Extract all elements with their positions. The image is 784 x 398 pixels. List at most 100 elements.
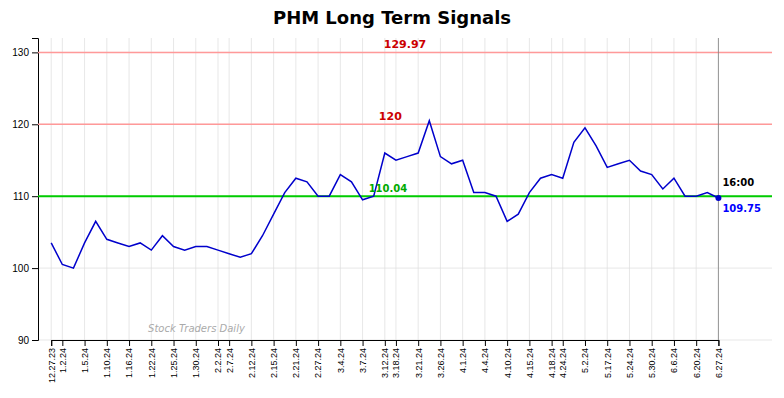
end-line: [718, 38, 719, 340]
x-tick-label: 2.15.24: [269, 348, 279, 378]
x-tick-mark: [718, 340, 719, 346]
x-tick-label: 4.4.24: [480, 348, 490, 373]
y-tick-mark: [32, 52, 38, 53]
x-tick-mark: [229, 340, 230, 346]
x-tick-label: 6.6.24: [669, 348, 679, 373]
reference-label: 129.97: [384, 38, 426, 51]
x-tick: 6.27.24: [714, 340, 724, 378]
reference-line: [38, 52, 772, 54]
x-tick-mark: [440, 340, 441, 346]
x-tick-label: 1.22.24: [147, 348, 157, 378]
title: PHM Long Term Signals: [273, 7, 511, 28]
grid-line: [673, 38, 674, 340]
grid-line: [629, 38, 630, 340]
x-tick-label: 5.17.24: [603, 348, 613, 378]
grid-line: [362, 38, 363, 340]
x-tick: 5.17.24: [603, 340, 613, 378]
x-tick-mark: [85, 340, 86, 346]
plot: 9010011012013012.27.231.2.241.5.241.10.2…: [12, 38, 772, 383]
x-tick: 1.2.24: [58, 340, 68, 373]
x-tick-mark: [318, 340, 319, 346]
grid-line: [173, 38, 174, 340]
x-tick: 1.25.24: [169, 340, 179, 378]
marks: [38, 38, 772, 340]
grid-line: [340, 38, 341, 340]
x-tick-label: 2.21.24: [291, 348, 301, 378]
x-tick-mark: [607, 340, 608, 346]
annotations: 129.97120110.0416:00109.75Stock Traders …: [148, 38, 761, 334]
y-tick-label: 110: [13, 191, 29, 202]
y-tick-mark: [32, 196, 38, 197]
x-tick-mark: [385, 340, 386, 346]
x-tick-label: 3.18.24: [391, 348, 401, 378]
x-tick-mark: [563, 340, 564, 346]
x-tick: 2.2.24: [213, 340, 223, 373]
x-tick-label: 1.5.24: [80, 348, 90, 373]
grid-line: [507, 38, 508, 340]
grid-line: [318, 38, 319, 340]
grid-line: [38, 52, 772, 53]
x-tick: 5.2.24: [580, 340, 590, 373]
x-tick-mark: [129, 340, 130, 346]
x-tick-label: 6.20.24: [692, 348, 702, 378]
grid-line: [251, 38, 252, 340]
x-tick-mark: [196, 340, 197, 346]
y-tick: 90: [18, 335, 38, 346]
x-tick: 3.21.24: [414, 340, 424, 378]
x-tick-label: 3.21.24: [414, 348, 424, 378]
x-tick-label: 3.12.24: [380, 348, 390, 378]
x-tick-mark: [340, 340, 341, 346]
x-tick-label: 5.30.24: [647, 348, 657, 378]
y-tick-label: 130: [12, 47, 29, 58]
x-tick-label: 1.10.24: [102, 348, 112, 378]
grid-line: [440, 38, 441, 340]
x-tick: 4.24.24: [558, 340, 568, 378]
x-tick: 1.5.24: [80, 340, 90, 373]
grid-line: [562, 38, 563, 340]
x-tick-mark: [218, 340, 219, 346]
grid-line: [151, 38, 152, 340]
chart-container: PHM Long Term Signals9010011012013012.27…: [0, 0, 784, 398]
x-tick: 2.21.24: [291, 340, 301, 378]
x-tick-label: 6.27.24: [714, 348, 724, 378]
x-tick: 2.7.24: [225, 340, 235, 373]
x-tick-label: 4.1.24: [458, 348, 468, 373]
x-tick-label: 4.10.24: [503, 348, 513, 378]
x-tick-mark: [363, 340, 364, 346]
grid-line: [529, 38, 530, 340]
x-tick: 6.20.24: [692, 340, 702, 378]
x-tick-label: 1.2.24: [58, 348, 68, 373]
y-tick-label: 100: [12, 263, 29, 274]
x-tick: 1.30.24: [191, 340, 201, 378]
x-tick-mark: [585, 340, 586, 346]
x-tick: 12.27.23: [47, 340, 57, 383]
x-tick: 4.4.24: [480, 340, 490, 373]
x-tick-label: 5.24.24: [625, 348, 635, 378]
y-tick-mark: [32, 268, 38, 269]
grid: [38, 38, 772, 340]
x-tick-mark: [652, 340, 653, 346]
x-tick-label: 1.30.24: [191, 348, 201, 378]
reference-line: [38, 195, 772, 197]
y-axis: 90100110120130: [12, 39, 38, 346]
x-tick: 3.18.24: [391, 340, 401, 378]
x-tick-mark: [529, 340, 530, 346]
y-tick-label: 90: [18, 335, 30, 346]
x-tick: 4.1.24: [458, 340, 468, 373]
grid-line: [62, 38, 63, 340]
x-tick: 4.15.24: [525, 340, 535, 378]
x-tick-mark: [552, 340, 553, 346]
x-tick-label: 4.24.24: [558, 348, 568, 378]
grid-line: [84, 38, 85, 340]
grid-line: [218, 38, 219, 340]
x-tick-mark: [107, 340, 108, 346]
x-tick-mark: [62, 340, 63, 346]
x-tick-mark: [463, 340, 464, 346]
x-tick: 1.10.24: [102, 340, 112, 378]
x-tick-label: 3.7.24: [358, 348, 368, 373]
x-tick: 1.16.24: [124, 340, 134, 378]
end-point: [715, 195, 721, 201]
grid-line: [51, 38, 52, 340]
y-axis-line: [32, 39, 39, 341]
x-tick-label: 2.12.24: [247, 348, 257, 378]
